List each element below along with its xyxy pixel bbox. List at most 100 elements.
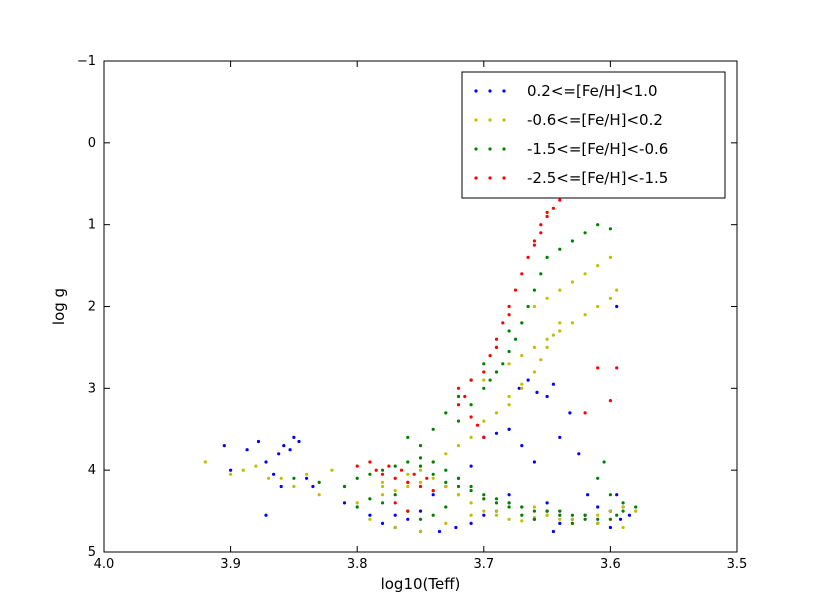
data-point bbox=[368, 513, 372, 517]
data-point bbox=[558, 513, 562, 517]
data-point bbox=[368, 460, 372, 464]
data-point bbox=[583, 272, 587, 276]
data-point bbox=[539, 231, 543, 235]
data-point bbox=[545, 345, 549, 349]
data-point bbox=[482, 513, 486, 517]
data-point bbox=[621, 501, 625, 505]
data-point bbox=[558, 247, 562, 251]
data-point bbox=[535, 390, 539, 394]
data-point bbox=[393, 493, 397, 497]
data-point bbox=[203, 460, 207, 464]
data-point bbox=[418, 529, 423, 534]
data-point bbox=[532, 304, 537, 309]
data-point bbox=[596, 476, 600, 480]
legend-marker bbox=[488, 147, 492, 151]
data-point bbox=[482, 362, 486, 366]
data-point bbox=[520, 513, 524, 517]
data-point bbox=[463, 394, 467, 399]
data-point bbox=[608, 525, 613, 530]
data-point bbox=[494, 345, 499, 349]
data-point bbox=[437, 529, 442, 534]
data-point bbox=[615, 288, 619, 292]
data-point bbox=[494, 513, 499, 517]
data-point bbox=[545, 509, 549, 513]
data-point bbox=[507, 329, 511, 333]
legend-entry: -0.6<=[Fe/H]<0.2 bbox=[474, 111, 663, 129]
data-point bbox=[380, 521, 385, 526]
data-point bbox=[355, 505, 359, 509]
data-point bbox=[418, 464, 423, 468]
data-point bbox=[456, 484, 461, 489]
legend-marker bbox=[488, 176, 492, 180]
data-point bbox=[418, 484, 423, 489]
data-point bbox=[608, 227, 613, 231]
data-point bbox=[355, 476, 359, 480]
data-point bbox=[545, 394, 549, 399]
data-point bbox=[444, 505, 448, 509]
data-point bbox=[608, 399, 613, 403]
data-point bbox=[558, 435, 562, 439]
data-point bbox=[222, 444, 226, 448]
data-point bbox=[444, 411, 448, 415]
x-tick-label: 3.7 bbox=[473, 557, 494, 572]
data-point bbox=[494, 431, 499, 435]
data-point bbox=[507, 517, 511, 521]
data-point bbox=[596, 521, 600, 526]
data-point bbox=[551, 333, 556, 337]
data-point bbox=[456, 493, 461, 497]
points-layer bbox=[203, 190, 638, 534]
data-point bbox=[558, 329, 562, 333]
data-point bbox=[267, 476, 271, 480]
data-point bbox=[488, 354, 492, 358]
data-point bbox=[272, 472, 276, 476]
data-point bbox=[469, 378, 473, 382]
data-point bbox=[425, 476, 429, 480]
data-point bbox=[431, 427, 435, 431]
data-point bbox=[507, 313, 511, 317]
data-point bbox=[577, 452, 581, 456]
data-point bbox=[393, 501, 397, 505]
data-point bbox=[393, 513, 397, 517]
legend-label: -1.5<=[Fe/H]<-0.6 bbox=[527, 140, 668, 158]
y-tick-label: 1 bbox=[88, 218, 96, 233]
ticks-layer: 4.0 3.9 3.8 3.7 3.6 3.5 −1 0 1 2 3 4 5 bbox=[77, 54, 748, 572]
data-point bbox=[558, 509, 562, 513]
data-point bbox=[305, 472, 309, 476]
legend-entry: 0.2<=[Fe/H]<1.0 bbox=[474, 82, 658, 100]
data-point bbox=[393, 525, 397, 530]
data-point bbox=[596, 366, 600, 370]
data-point bbox=[418, 509, 423, 513]
data-point bbox=[532, 288, 537, 292]
data-point bbox=[469, 489, 473, 493]
data-point bbox=[545, 337, 549, 341]
x-axis-label: log10(Teff) bbox=[381, 575, 461, 593]
data-point bbox=[368, 472, 372, 476]
data-point bbox=[539, 358, 543, 362]
data-point bbox=[583, 313, 587, 317]
data-point bbox=[551, 382, 556, 386]
data-point bbox=[282, 444, 286, 448]
legend-entry: -2.5<=[Fe/H]<-1.5 bbox=[474, 169, 668, 187]
data-point bbox=[583, 231, 587, 235]
data-point bbox=[393, 476, 397, 480]
data-point bbox=[596, 304, 600, 309]
data-point bbox=[374, 468, 378, 472]
data-point bbox=[520, 321, 524, 325]
data-point bbox=[539, 272, 543, 276]
data-point bbox=[507, 501, 511, 505]
data-point bbox=[279, 484, 283, 489]
data-point bbox=[615, 304, 619, 309]
data-point bbox=[526, 255, 530, 259]
data-point bbox=[494, 497, 499, 501]
data-point bbox=[608, 493, 613, 497]
series-3 bbox=[355, 190, 619, 513]
data-point bbox=[387, 464, 391, 468]
data-point bbox=[482, 435, 486, 439]
data-point bbox=[570, 321, 575, 325]
legend-marker bbox=[474, 118, 478, 122]
data-point bbox=[469, 521, 473, 526]
x-tick-label: 3.9 bbox=[220, 557, 241, 572]
data-point bbox=[507, 362, 511, 366]
data-point bbox=[317, 480, 321, 484]
data-point bbox=[456, 419, 461, 423]
